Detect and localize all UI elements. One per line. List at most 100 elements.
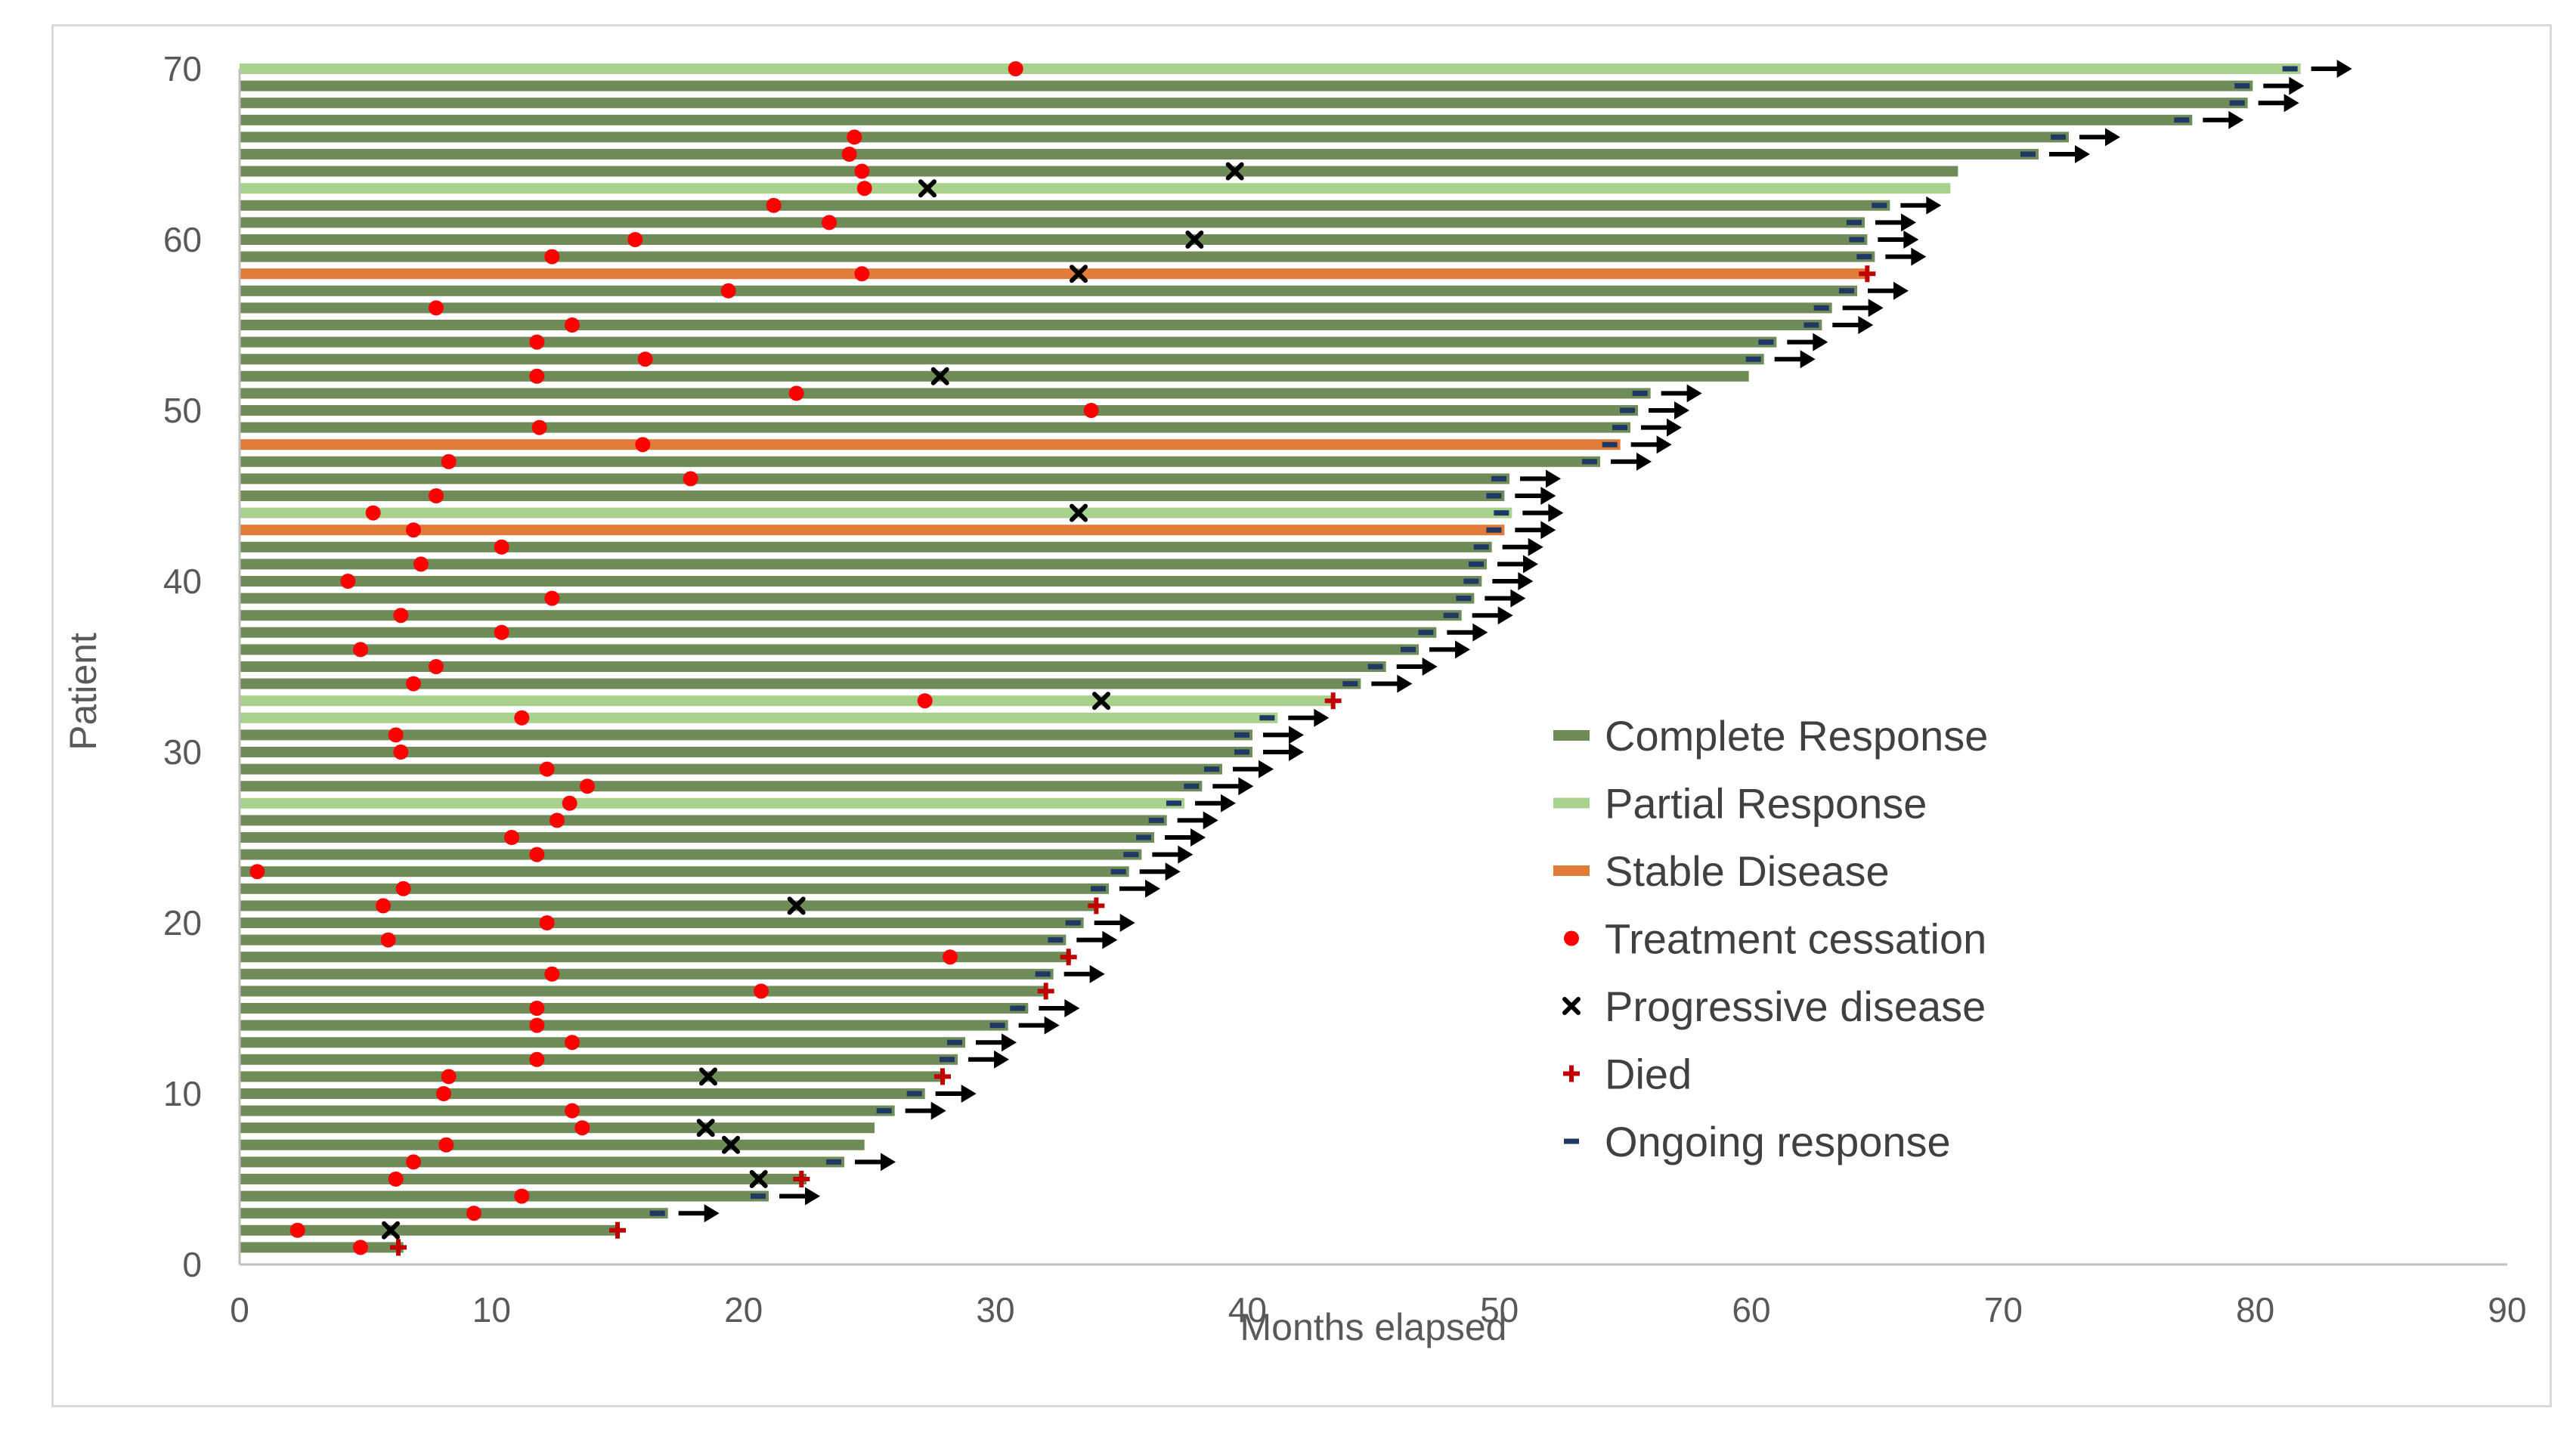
patient-bar [240, 1071, 946, 1082]
patient-bar [240, 952, 1071, 963]
treatment-cessation-marker [429, 300, 444, 316]
x-tick-label: 80 [2236, 1290, 2274, 1329]
patient-bar [240, 797, 1184, 809]
ongoing-arrow-head [1800, 350, 1816, 369]
y-axis-title: Patient [62, 633, 104, 751]
treatment-cessation-marker [395, 881, 411, 896]
ongoing-arrow-head [1165, 862, 1181, 881]
ongoing-arrow-head [2075, 145, 2090, 163]
legend-label: Treatment cessation [1605, 915, 1986, 963]
treatment-cessation-marker [943, 949, 958, 965]
died-marker [793, 1171, 810, 1187]
treatment-cessation-marker [822, 215, 837, 231]
ongoing-arrow-head [1314, 708, 1330, 727]
ongoing-arrow-head [1868, 299, 1884, 317]
ongoing-arrow-head [1289, 743, 1304, 761]
patient-bar [240, 1003, 1029, 1014]
died-marker [1037, 983, 1054, 1000]
progressive-disease-marker [699, 1067, 717, 1086]
treatment-cessation-marker [788, 385, 804, 401]
ongoing-arrow-head [2105, 128, 2120, 147]
treatment-cessation-marker [635, 437, 651, 453]
patient-bar [240, 1242, 404, 1253]
treatment-cessation-marker [340, 574, 356, 589]
patient-bar [240, 285, 1857, 296]
patient-bar [240, 610, 1462, 621]
progressive-disease-marker [930, 367, 949, 385]
ongoing-arrow-head [1178, 845, 1194, 864]
ongoing-arrow-head [1497, 606, 1513, 625]
patient-bar [240, 781, 1203, 792]
treatment-cessation-marker [494, 624, 509, 640]
ongoing-arrow-head [2228, 110, 2244, 129]
treatment-cessation-marker [565, 1103, 580, 1119]
treatment-cessation-marker [1083, 403, 1099, 418]
x-tick-label: 40 [1228, 1290, 1267, 1329]
treatment-cessation-marker [388, 727, 404, 743]
patient-bar [240, 422, 1630, 433]
ongoing-arrow-head [1518, 572, 1534, 590]
ongoing-arrow-head [1203, 811, 1218, 830]
patient-bar [240, 302, 1832, 314]
patient-bar [240, 200, 1890, 211]
ongoing-arrow-head [1044, 1016, 1060, 1035]
died-marker [934, 1068, 951, 1085]
ongoing-arrow-head [1102, 930, 1118, 949]
patient-bar [240, 439, 1621, 450]
ongoing-arrow-head [1901, 213, 1916, 232]
patient-bar [240, 1037, 965, 1048]
patient-bar [240, 80, 2253, 91]
treatment-cessation-marker [529, 847, 545, 862]
patient-bar [240, 763, 1222, 775]
ongoing-arrow-head [1656, 435, 1672, 454]
treatment-cessation-marker [436, 1086, 451, 1101]
ongoing-arrow-head [1893, 281, 1909, 300]
patient-bar [240, 525, 1505, 536]
patient-bar [240, 815, 1167, 826]
ongoing-arrow-head [1546, 469, 1561, 488]
patient-bar [240, 1020, 1008, 1031]
x-tick-label: 90 [2488, 1290, 2526, 1329]
patient-bar [240, 900, 1097, 912]
treatment-cessation-marker [637, 351, 653, 367]
ongoing-arrow-head [2289, 76, 2305, 95]
y-tick-label: 30 [163, 732, 202, 772]
patient-bar [240, 114, 2193, 125]
patient-bar [240, 661, 1386, 672]
legend-label: Stable Disease [1605, 847, 1890, 895]
ongoing-arrow-head [1903, 231, 1919, 249]
ongoing-arrow-head [1636, 452, 1652, 471]
treatment-cessation-marker [365, 505, 381, 521]
patient-bar [240, 1139, 865, 1150]
treatment-cessation-marker [406, 676, 421, 692]
ongoing-arrow-head [994, 1050, 1009, 1069]
treatment-cessation-marker [544, 966, 560, 982]
chart-frame: 0 10 20 30 40 50 60 70 80 90 0 10 20 30 40 50 60 70 Mont… [51, 24, 2552, 1407]
patient-bar [240, 729, 1252, 741]
ongoing-arrow-head [1089, 964, 1105, 983]
x-tick-label: 50 [1480, 1290, 1519, 1329]
y-tick-labels: 0 10 20 30 40 50 60 70 [163, 49, 202, 1284]
treatment-cessation-marker [353, 642, 368, 658]
died-marker [1060, 949, 1077, 966]
patient-bar [240, 166, 1958, 177]
patient-bar [240, 695, 1333, 707]
patient-bar [240, 132, 2069, 143]
treatment-cessation-marker [376, 898, 391, 914]
treatment-cessation-marker [494, 539, 509, 555]
treatment-cessation-marker [847, 129, 862, 145]
treatment-cessation-marker [580, 778, 595, 794]
patient-bar [240, 268, 1868, 280]
x-tick-label: 70 [1984, 1290, 2023, 1329]
patient-bar [240, 576, 1482, 587]
ongoing-arrow-head [1190, 828, 1206, 847]
treatment-cessation-marker [754, 983, 769, 999]
treatment-cessation-marker [917, 693, 933, 709]
treatment-cessation-marker [406, 1154, 421, 1170]
ongoing-arrow-head [1397, 674, 1413, 693]
y-tick-label: 40 [163, 562, 202, 601]
legend-swatch [1563, 1065, 1580, 1082]
progressive-disease-marker [1092, 692, 1110, 710]
treatment-cessation-marker [550, 812, 565, 828]
y-tick-label: 70 [163, 49, 202, 88]
